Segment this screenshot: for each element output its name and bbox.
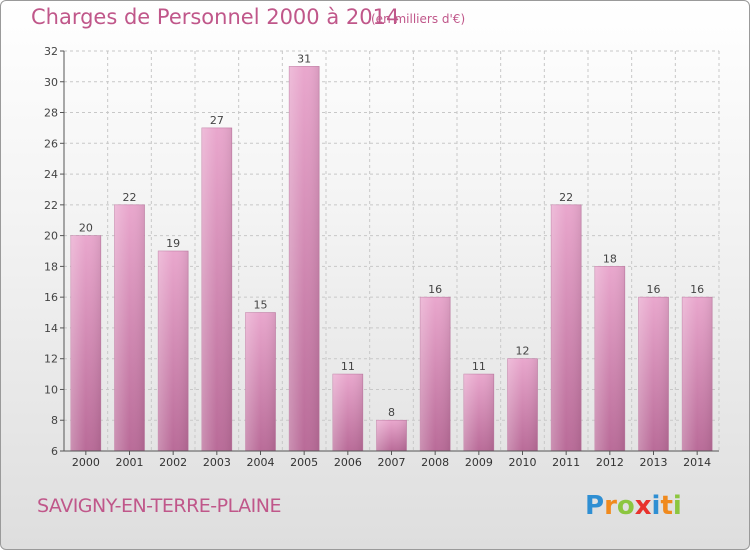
x-tick-label: 2009 (465, 456, 493, 469)
bar-shade (682, 297, 713, 451)
data-label: 12 (516, 345, 530, 358)
bar-shade (114, 204, 145, 451)
x-tick-label: 2006 (334, 456, 362, 469)
bar-shade (158, 251, 189, 451)
x-tick-label: 2003 (203, 456, 231, 469)
bar-shade (70, 235, 101, 451)
x-tick-label: 2000 (72, 456, 100, 469)
proxiti-logo: Proxiti (585, 491, 682, 521)
logo-letter: i (651, 491, 661, 521)
bar-shade (201, 127, 232, 451)
data-label: 16 (647, 283, 661, 296)
bar-shade (420, 297, 451, 451)
axes-group: 6 8 10 12 14 16 18 20 22 24 26 28 30 32 2000 2001 2002 20… (44, 45, 719, 469)
y-tick-label: 8 (51, 414, 58, 427)
bar-shade (289, 66, 320, 451)
y-tick-label: 18 (44, 260, 58, 273)
y-tick-label: 22 (44, 199, 58, 212)
data-label: 11 (472, 360, 486, 373)
bar-shade (638, 297, 669, 451)
x-tick-label: 2014 (683, 456, 711, 469)
x-tick-label: 2011 (552, 456, 580, 469)
y-tick-label: 26 (44, 137, 58, 150)
x-tick-label: 2008 (421, 456, 449, 469)
y-tick-label: 30 (44, 76, 58, 89)
logo-letter: o (616, 491, 635, 521)
x-tick-label: 2005 (290, 456, 318, 469)
bar-shade (376, 420, 407, 451)
data-label: 31 (297, 52, 311, 65)
x-tick-label: 2010 (509, 456, 537, 469)
bar-shade (245, 312, 276, 451)
bar-shade (507, 358, 538, 451)
logo-letter: t (660, 491, 673, 521)
y-tick-label: 28 (44, 107, 58, 120)
data-label: 22 (559, 191, 573, 204)
bar-shade (463, 374, 494, 451)
chart-title: Charges de Personnel 2000 à 2014 (31, 5, 400, 29)
y-tick-label: 6 (51, 445, 58, 458)
data-label: 20 (79, 222, 93, 235)
y-tick-label: 32 (44, 45, 58, 58)
data-label: 8 (388, 406, 395, 419)
x-tick-label: 2001 (116, 456, 144, 469)
y-tick-label: 12 (44, 353, 58, 366)
y-tick-label: 16 (44, 291, 58, 304)
data-label: 19 (166, 237, 180, 250)
data-label: 11 (341, 360, 355, 373)
data-label: 18 (603, 252, 617, 265)
x-tick-label: 2013 (640, 456, 668, 469)
x-tick-label: 2007 (378, 456, 406, 469)
data-label: 22 (123, 191, 137, 204)
logo-letter: r (604, 491, 617, 521)
bar-shade (551, 204, 582, 451)
logo-letter: i (672, 491, 682, 521)
logo-letter: x (634, 491, 652, 521)
logo-letter: P (585, 491, 605, 521)
y-tick-label: 20 (44, 230, 58, 243)
x-tick-label: 2012 (596, 456, 624, 469)
bar-shade (332, 374, 363, 451)
data-label: 16 (428, 283, 442, 296)
data-label: 15 (254, 299, 268, 312)
x-tick-label: 2004 (247, 456, 275, 469)
y-tick-label: 14 (44, 322, 58, 335)
bars-group: 20 22 19 27 15 31 11 8 16 11 12 22 18 16 16 (70, 52, 713, 452)
y-tick-label: 10 (44, 383, 58, 396)
x-tick-label: 2002 (159, 456, 187, 469)
y-tick-label: 24 (44, 168, 58, 181)
bar-shade (594, 266, 625, 451)
commune-name: SAVIGNY-EN-TERRE-PLAINE (37, 495, 281, 517)
data-label: 27 (210, 114, 224, 127)
data-label: 16 (690, 283, 704, 296)
chart-subtitle: (en milliers d'€) (371, 12, 466, 26)
